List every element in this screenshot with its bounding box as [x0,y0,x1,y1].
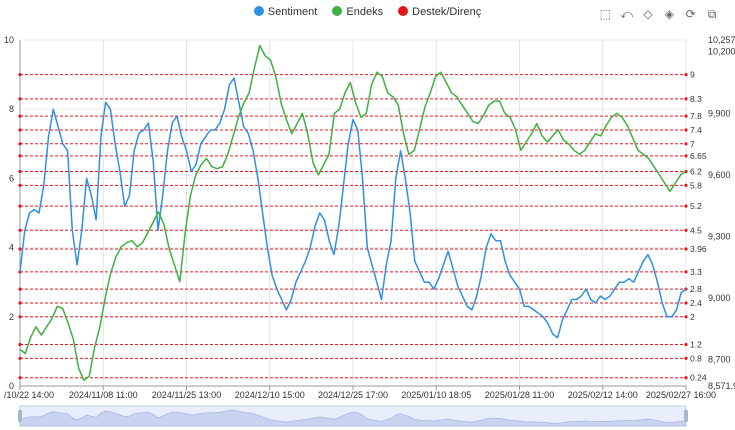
legend-item-sentiment[interactable]: Sentiment [253,6,318,18]
support-resistance-marker-left [18,315,22,319]
support-resistance-label: 4.5 [690,225,702,235]
y-left-tick-label: 2 [9,312,14,322]
x-tick-label: 2024/12/25 17:00 [318,390,388,400]
support-resistance-marker-right [684,142,688,146]
y-right-tick-label: 8,571.9 [708,381,735,391]
support-resistance-marker-left [18,169,22,174]
support-resistance-marker-left [18,114,22,118]
line-chart-icon[interactable]: ◇ [643,7,653,21]
data-zoom-preview [19,409,687,427]
support-resistance-label: 7 [690,139,695,149]
restore-icon[interactable]: ⟳ [685,7,696,21]
y-right-tick-label: 9,600 [708,170,731,180]
zoom-select-icon[interactable]: ⬚ [599,7,611,21]
support-resistance-marker-right [684,376,688,380]
x-tick-label: /10/22 14:00 [4,390,54,400]
support-resistance-marker-right [684,342,688,347]
support-resistance-marker-right [684,270,688,274]
data-zoom-handle-left[interactable] [18,410,22,422]
x-tick-label: 2024/11/08 11:00 [69,390,138,400]
bar-chart-icon[interactable]: ◈ [664,7,674,21]
support-resistance-marker-right [684,97,688,101]
x-tick-label: 2025/02/27 16:00 [646,390,716,400]
legend-item-destek-direnc[interactable]: Destek/Direnç [398,6,481,18]
support-resistance-marker-left [18,301,22,305]
support-resistance-marker-right [684,204,688,208]
support-resistance-marker-right [684,301,688,305]
legend-item-endeks[interactable]: Endeks [332,6,383,18]
support-resistance-label: 0.8 [690,353,702,363]
support-resistance-marker-right [684,315,688,319]
support-resistance-marker-right [684,128,688,132]
y-left-tick-label: 10 [4,35,14,45]
y-right-tick-label: 9,300 [708,231,731,241]
support-resistance-label: 2 [690,312,695,322]
support-resistance-marker-left [18,356,22,360]
support-resistance-marker-left [18,376,22,380]
support-resistance-marker-left [18,128,22,132]
support-resistance-label: 8.3 [690,94,702,104]
legend-label-destek-direnc: Destek/Direnç [412,6,482,18]
support-resistance-marker-left [18,142,22,146]
y-left-tick-label: 4 [9,243,14,253]
y-right-tick-label: 9,900 [708,108,731,118]
legend: Sentiment Endeks Destek/Direnç [0,6,735,18]
support-resistance-marker-left [18,342,22,347]
legend-marker-destek-direnc [398,6,409,16]
support-resistance-marker-left [18,228,22,232]
x-tick-label: 2025/01/10 18:05 [401,390,471,400]
legend-marker-sentiment [253,6,264,16]
support-resistance-label: 0.24 [690,373,707,383]
support-resistance-marker-right [684,114,688,118]
support-resistance-marker-left [18,97,22,101]
save-image-icon[interactable]: ⧉ [707,7,717,21]
support-resistance-label: 3.96 [690,244,707,254]
y-right-tick-label: 9,000 [708,293,731,303]
support-resistance-marker-left [18,204,22,208]
x-tick-label: 2024/11/25 13:00 [152,390,221,400]
x-tick-label: 2024/12/10 15:00 [235,390,305,400]
y-left-tick-label: 0 [9,381,14,391]
support-resistance-marker-right [684,228,688,232]
support-resistance-label: 6.65 [690,151,707,161]
support-resistance-marker-left [18,73,22,77]
y-right-tick-label: 10,200 [708,47,735,57]
x-tick-label: 2025/02/12 14:00 [568,390,638,400]
legend-marker-endeks [332,6,343,16]
support-resistance-marker-right [684,247,688,251]
support-resistance-label: 5.2 [690,201,702,211]
support-resistance-label: 2.8 [690,284,702,294]
support-resistance-label: 3.3 [690,267,702,277]
y-left-tick-label: 6 [9,173,14,183]
toolbox: ⬚ ⤺ ◇ ◈ ⟳ ⧉ [594,7,719,21]
x-tick-label: 2025/01/28 11:00 [485,390,554,400]
y-right-tick-label: 8,700 [708,355,731,365]
y-right-tick-label: 10,257 [708,35,735,45]
support-resistance-marker-left [18,287,22,291]
support-resistance-label: 9 [690,70,695,80]
support-resistance-marker-left [18,183,22,187]
series-line-endeks [19,44,687,381]
support-resistance-marker-right [684,154,688,158]
data-zoom-handle-right[interactable] [684,410,688,422]
support-resistance-label: 5.8 [690,180,702,190]
support-resistance-marker-right [684,73,688,77]
support-resistance-label: 1.2 [690,339,702,349]
zoom-reset-icon[interactable]: ⤺ [620,7,634,21]
y-left-tick-label: 8 [9,104,14,114]
support-resistance-marker-left [18,154,22,158]
support-resistance-marker-left [18,247,22,251]
support-resistance-marker-right [684,183,688,187]
support-resistance-label: 2.4 [690,298,702,308]
support-resistance-marker-right [684,356,688,360]
support-resistance-label: 6.2 [690,166,702,176]
legend-label-sentiment: Sentiment [267,6,318,18]
support-resistance-label: 7.4 [690,125,702,135]
series-line-sentiment [19,77,687,339]
support-resistance-label: 7.8 [690,111,702,121]
legend-label-endeks: Endeks [346,6,384,18]
